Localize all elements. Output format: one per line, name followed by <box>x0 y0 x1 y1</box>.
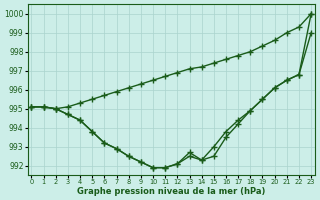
X-axis label: Graphe pression niveau de la mer (hPa): Graphe pression niveau de la mer (hPa) <box>77 187 266 196</box>
